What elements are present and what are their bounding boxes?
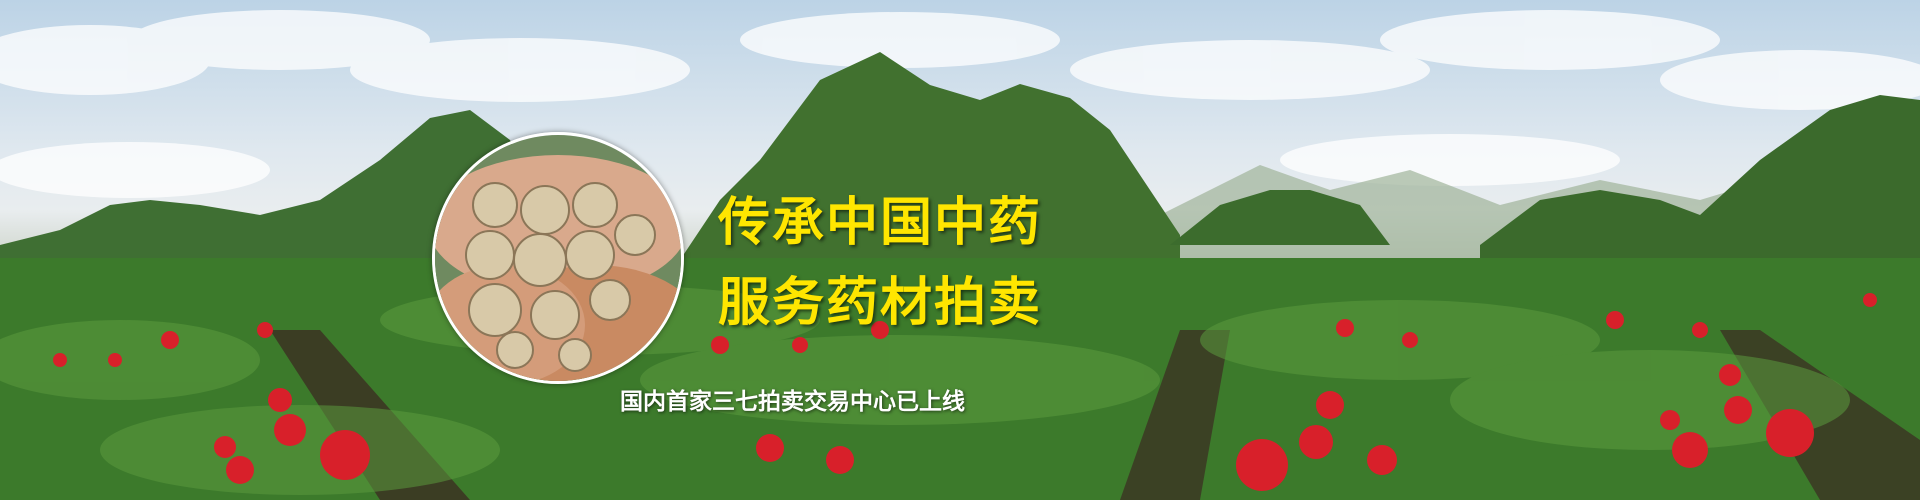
notoginseng-root-photo: [432, 132, 684, 384]
headline-line-1: 传承中国中药: [718, 193, 1043, 253]
clouds: [0, 10, 1920, 198]
mountain-right: [1480, 95, 1920, 270]
red-flowers: [53, 293, 1877, 491]
mountain-center: [680, 52, 1180, 270]
mountain-mid-right: [1170, 190, 1390, 245]
headline-line-2: 服务药材拍卖: [718, 273, 1043, 333]
banner-subline: 国内首家三七拍卖交易中心已上线: [620, 389, 965, 415]
mountain-left: [0, 110, 560, 270]
